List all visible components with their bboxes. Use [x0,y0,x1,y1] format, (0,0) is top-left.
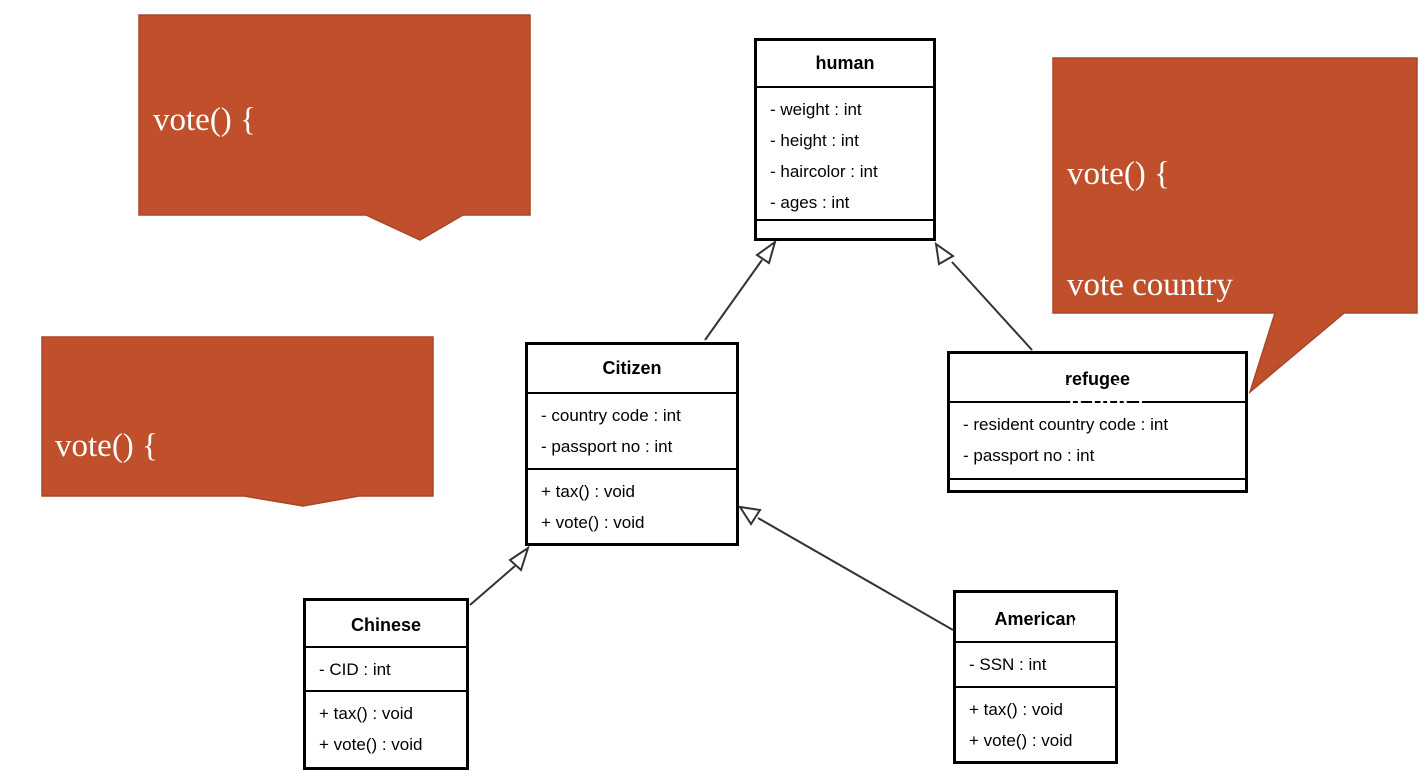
method: + tax() : void [541,482,636,501]
callout-line: leader [1067,378,1148,414]
inheritance-arrowhead [737,505,762,526]
attribute: - passport no : int [541,437,673,456]
link-line [757,517,954,631]
class-name: refugee [950,354,1245,403]
callout-line: vote() { [55,428,158,464]
callout-line: vote() { [153,102,256,138]
callout-citizen-vote: vote() { vote country leader } [138,14,532,471]
attributes-section: - CID : int [306,648,466,690]
attributes-section: - resident country code : int - passport… [950,403,1245,478]
link-citizen-to-human [704,239,777,341]
callout-line: vote() { [1067,156,1170,192]
link-line [704,259,763,341]
class-name: Citizen [528,345,736,394]
methods-section: + tax() : void + vote() : void [306,690,466,767]
inheritance-arrowhead [508,545,530,572]
callout-text: vote() { sorry } [55,354,158,761]
callout-line: vote country [1067,267,1233,303]
callout-line: sorry [55,539,148,575]
class-name: American [956,593,1115,643]
callout-line: vote referendum [1067,489,1285,525]
attributes-section: - weight : int - height : int - haircolo… [757,88,933,219]
attributes-section: - country code : int - passport no : int [528,394,736,468]
methods-section: + tax() : void + vote() : void [528,468,736,543]
class-name: Chinese [306,601,466,648]
attribute: - CID : int [319,660,391,679]
callout-refugee-vote: vote() { vote country leader vote refere… [1052,57,1418,636]
callout-shape [138,14,531,241]
methods-section [757,219,933,238]
class-chinese[interactable]: Chinese - CID : int + tax() : void + vot… [303,598,469,770]
inheritance-arrowhead [934,241,955,266]
callout-chinese-vote: vote() { sorry } [41,336,435,686]
attribute: - weight : int [770,100,862,119]
link-refugee-to-human [934,241,1033,351]
attributes-section: - SSN : int [956,643,1115,686]
link-american-to-citizen [737,505,954,631]
callout-shape [1052,57,1418,395]
callout-text: vote() { vote country leader vote refere… [1067,82,1284,711]
callout-line: vote country [153,213,319,249]
class-human[interactable]: human - weight : int - height : int - ha… [754,38,936,241]
attribute: - passport no : int [963,446,1095,465]
attribute: - resident country code : int [963,415,1169,434]
class-refugee[interactable]: refugee - resident country code : int - … [947,351,1248,493]
class-citizen[interactable]: Citizen - country code : int - passport … [525,342,739,546]
callout-line: } [55,650,71,686]
methods-section [950,478,1245,490]
link-chinese-to-citizen [469,545,530,606]
method: + vote() : void [969,731,1073,750]
callout-shape [41,336,434,507]
class-name: human [757,41,933,88]
attribute: - SSN : int [969,655,1047,674]
attribute: - height : int [770,131,859,150]
attribute: - country code : int [541,406,681,425]
methods-section: + tax() : void + vote() : void [956,686,1115,761]
method: + tax() : void [319,704,414,723]
attribute: - haircolor : int [770,162,878,181]
link-line [469,565,516,606]
method: + vote() : void [541,513,645,532]
class-american[interactable]: American - SSN : int + tax() : void + vo… [953,590,1118,764]
callout-line: } [1067,600,1083,636]
method: + tax() : void [969,700,1064,719]
link-line [951,261,1033,351]
inheritance-arrowhead [755,239,777,265]
attribute: - ages : int [770,193,850,212]
method: + vote() : void [319,735,423,754]
